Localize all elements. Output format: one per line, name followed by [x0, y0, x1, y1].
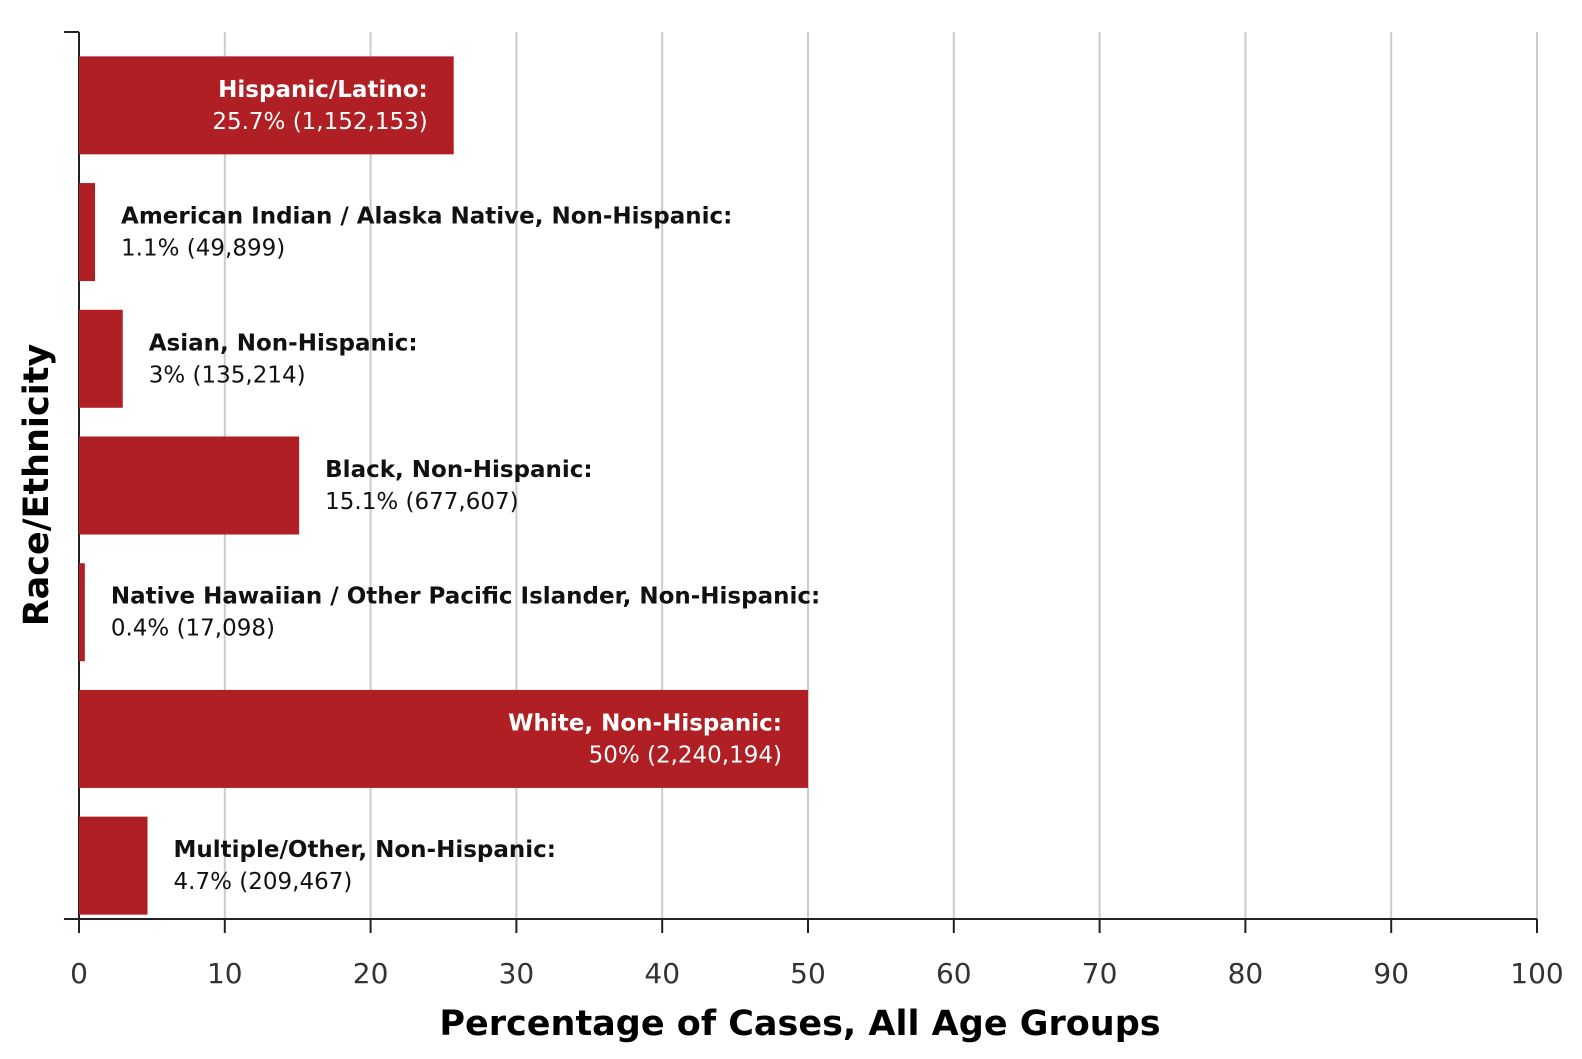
bar — [79, 183, 96, 282]
bar — [79, 563, 85, 662]
value-label: 3% (135,214) — [149, 362, 306, 388]
x-tick-label: 20 — [353, 957, 389, 990]
bar — [79, 56, 454, 155]
value-label: 25.7% (1,152,153) — [212, 109, 427, 135]
category-label: Native Hawaiian / Other Pacific Islander… — [111, 584, 820, 610]
category-label: American Indian / Alaska Native, Non-His… — [121, 204, 732, 230]
bar — [79, 309, 123, 408]
category-label: White, Non-Hispanic: — [508, 710, 782, 736]
y-axis-label: Race/Ethnicity — [17, 344, 57, 627]
value-label: 15.1% (677,607) — [325, 489, 518, 515]
value-label: 0.4% (17,098) — [111, 616, 275, 642]
x-axis-label: Percentage of Cases, All Age Groups — [439, 1004, 1160, 1044]
value-label: 50% (2,240,194) — [589, 742, 782, 768]
value-label: 1.1% (49,899) — [121, 236, 285, 262]
x-tick-label: 80 — [1228, 957, 1264, 990]
value-label: 4.7% (209,467) — [174, 869, 353, 895]
x-tick-label: 10 — [207, 957, 243, 990]
x-tick-label: 40 — [644, 957, 680, 990]
category-label: Asian, Non-Hispanic: — [149, 330, 418, 356]
x-tick-label: 90 — [1373, 957, 1409, 990]
x-tick-label: 50 — [790, 957, 826, 990]
category-label: Hispanic/Latino: — [218, 77, 428, 103]
x-tick-label: 60 — [936, 957, 972, 990]
x-tick-label: 70 — [1082, 957, 1118, 990]
x-tick-label: 100 — [1510, 957, 1563, 990]
bar — [79, 436, 300, 535]
bar — [79, 689, 808, 788]
x-tick-label: 0 — [70, 957, 88, 990]
bar — [79, 816, 148, 915]
x-tick-label: 30 — [499, 957, 535, 990]
category-label: Black, Non-Hispanic: — [325, 457, 592, 483]
category-label: Multiple/Other, Non-Hispanic: — [174, 837, 556, 863]
